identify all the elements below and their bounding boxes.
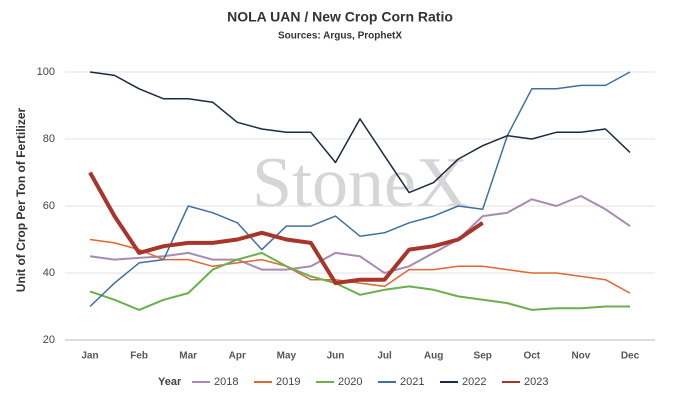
y-tick-label: 20	[43, 334, 55, 346]
legend-label: 2019	[276, 376, 300, 388]
y-tick-label: 40	[43, 267, 55, 279]
series-line	[89, 195, 631, 274]
series-line	[89, 71, 631, 194]
series-line	[89, 71, 631, 308]
y-tick-label: 60	[43, 200, 55, 212]
legend-label: 2023	[524, 376, 548, 388]
y-tick-label: 80	[43, 133, 55, 145]
legend-label: 2018	[214, 376, 238, 388]
y-axis-label: Unit of Crop Per Ton of Fertilizer	[14, 107, 28, 292]
watermark: StoneX	[252, 143, 468, 223]
x-tick-label: Dec	[621, 351, 640, 362]
x-tick-label: Nov	[571, 351, 590, 362]
y-tick-label: 100	[37, 66, 55, 78]
x-tick-label: Oct	[523, 351, 540, 362]
x-tick-label: Aug	[424, 351, 443, 362]
series-line	[88, 171, 484, 286]
x-tick-label: Jul	[377, 351, 392, 362]
x-tick-label: May	[277, 351, 297, 362]
x-tick-label: Jun	[327, 351, 345, 362]
x-tick-label: Feb	[130, 351, 148, 362]
series-line	[89, 251, 630, 311]
x-tick-label: Apr	[229, 351, 246, 362]
series-line	[89, 238, 631, 294]
chart-title: NOLA UAN / New Crop Corn Ratio	[227, 9, 453, 25]
legend-label: 2022	[462, 376, 486, 388]
legend-title: Year	[158, 376, 182, 388]
x-tick-label: Sep	[474, 351, 492, 362]
x-tick-label: Jan	[81, 351, 98, 362]
legend-label: 2020	[338, 376, 362, 388]
chart-subtitle: Sources: Argus, ProphetX	[278, 31, 402, 42]
legend-label: 2021	[400, 376, 424, 388]
x-tick-label: Mar	[179, 351, 197, 362]
